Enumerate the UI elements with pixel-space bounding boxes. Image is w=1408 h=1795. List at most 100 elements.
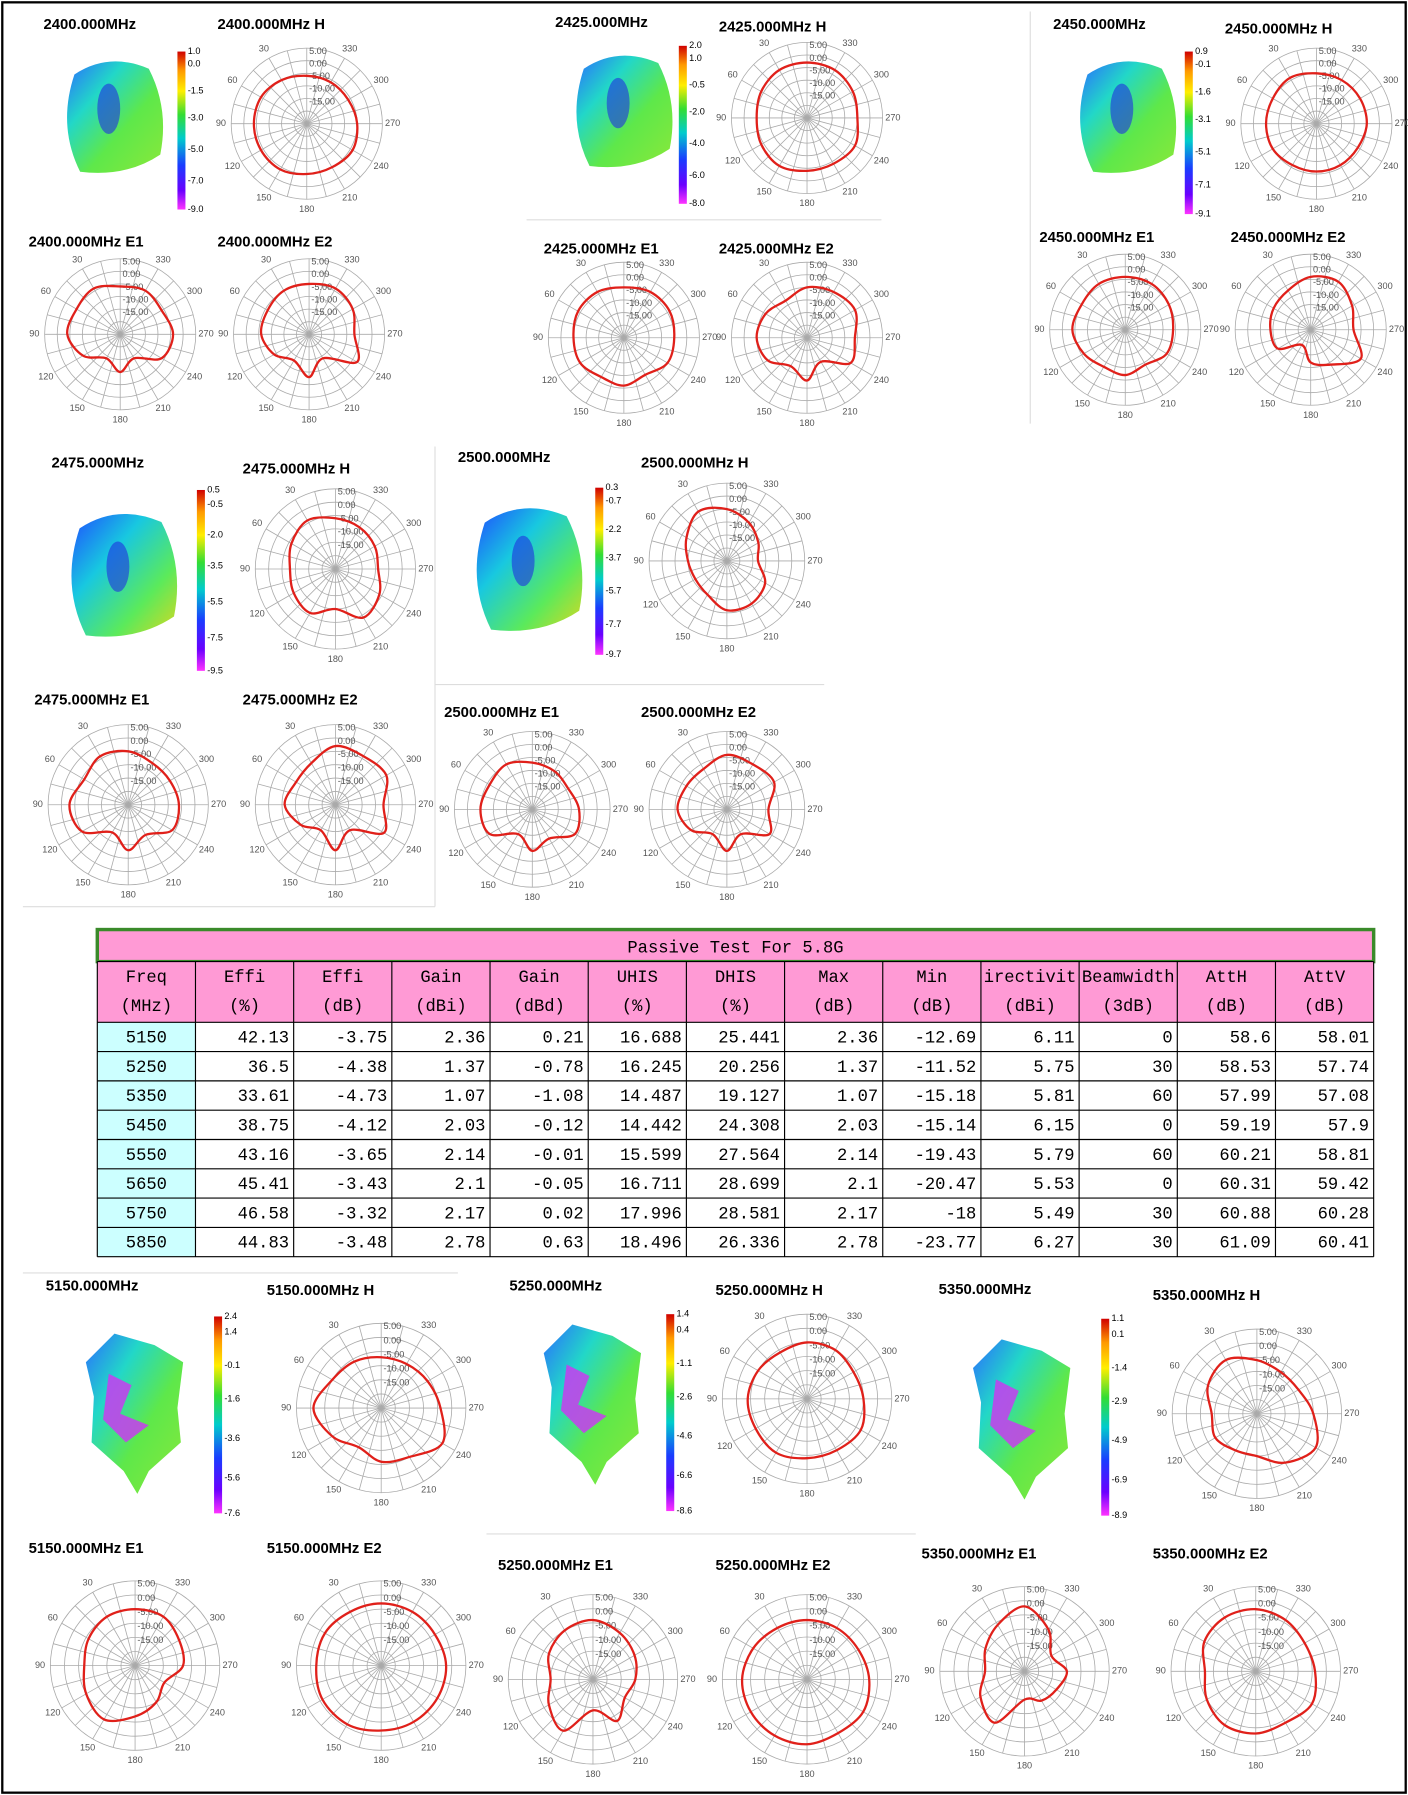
radial-label: -10.00 [729, 520, 755, 530]
polar-spoke [532, 770, 600, 810]
polar-spoke [806, 44, 827, 119]
table-cell: 33.61 [238, 1088, 289, 1107]
polar-spoke [806, 1597, 830, 1680]
polar-spoke [806, 264, 827, 338]
polar-spoke [1024, 1670, 1107, 1694]
angle-label: 30 [972, 1583, 982, 1593]
table-cell: 45.41 [238, 1176, 289, 1195]
table-cell: 42.13 [238, 1030, 289, 1049]
table-cell: 28.581 [718, 1205, 780, 1224]
polar-spoke [1087, 264, 1126, 330]
table-cell: 1.37 [837, 1059, 878, 1078]
polar-spoke [726, 493, 767, 562]
polar-spoke [592, 1679, 636, 1753]
polar-spoke [255, 334, 310, 389]
polar-spoke [651, 788, 727, 810]
table-cell: 5450 [126, 1118, 167, 1137]
pattern-curve [684, 506, 767, 612]
colorbar-label: 0.0 [188, 59, 201, 69]
angle-label: 330 [421, 1320, 436, 1330]
polar-spoke [1059, 329, 1126, 368]
polar-spoke [1310, 329, 1349, 396]
frequency-group: 2400.000MHz 1.0 0.0 -1.5 -3.0 -5.0 -7.0 -9.0 240… [29, 17, 403, 424]
polar-spoke [1071, 329, 1126, 384]
polar-spoke [54, 296, 121, 335]
pattern-curve [68, 749, 181, 852]
angle-label: 180 [525, 892, 540, 902]
polar-spoke [306, 58, 345, 124]
angle-label: 30 [1263, 250, 1273, 260]
polar-spoke [733, 98, 808, 119]
polar-spoke [806, 1316, 830, 1399]
colorbar-label: -1.6 [1195, 87, 1211, 97]
polar-spoke [784, 1398, 808, 1481]
polar-spoke [550, 1679, 594, 1753]
angle-label: 90 [634, 804, 644, 814]
angle-label: 30 [754, 1311, 764, 1321]
polar-spoke [806, 1398, 889, 1422]
radial-label: -5.00 [1313, 277, 1334, 287]
angle-label: 60 [294, 1613, 304, 1623]
angle-label: 270 [613, 804, 628, 814]
polar-spoke [253, 123, 308, 178]
radial-label: -10.00 [1258, 1627, 1284, 1637]
polar-spoke [380, 1407, 442, 1469]
table-cell: 0.63 [542, 1235, 583, 1254]
angle-label: 270 [387, 329, 402, 339]
polar-spoke [725, 1398, 808, 1422]
plot-title: 2400.000MHz H [217, 17, 324, 33]
polar-spoke [134, 1643, 218, 1666]
table-cell: 59.42 [1318, 1176, 1369, 1195]
polar-grid [648, 482, 806, 640]
angle-label: 180 [113, 415, 128, 425]
polar-spoke [335, 568, 413, 591]
polar-spoke [768, 337, 808, 404]
colorbar-label: -7.1 [1195, 179, 1211, 189]
polar-spoke [338, 1665, 382, 1740]
radial-label: -15.00 [338, 540, 364, 550]
column-header: Gain [519, 969, 560, 988]
table-cell: -4.73 [336, 1088, 387, 1107]
polar-spoke [335, 568, 405, 610]
polar-spoke [570, 1597, 594, 1680]
frequency-group: 2450.000MHz 0.9 -0.1 -1.6 -3.1 -5.1 -7.1 -9.1 24… [1034, 17, 1408, 420]
angle-label: 60 [227, 75, 237, 85]
radial-label: 5.00 [729, 481, 747, 491]
polar-spoke [1296, 123, 1317, 197]
angle-label: 330 [344, 254, 359, 264]
radial-label: 0.00 [809, 1607, 827, 1617]
polar-spoke [753, 117, 808, 172]
polar-spoke [623, 337, 697, 358]
pattern-curve [479, 760, 581, 853]
angle-label: 30 [540, 1591, 550, 1601]
polar-spoke [255, 280, 310, 335]
angle-label: 240 [374, 161, 389, 171]
polar-spoke [570, 284, 625, 339]
radial-label: -10.00 [809, 298, 835, 308]
table-cell: 15.599 [620, 1147, 682, 1166]
polar-spoke [1002, 1589, 1025, 1672]
polar-spoke [1256, 1413, 1280, 1496]
polar-spoke [1262, 69, 1317, 124]
polar-spoke [726, 560, 803, 582]
radial-label: 5.00 [595, 1592, 613, 1602]
polar-spoke [1272, 264, 1312, 330]
angle-label: 240 [456, 1708, 471, 1718]
angle-label: 330 [842, 258, 857, 268]
table-cell: -23.77 [915, 1235, 977, 1254]
polar-spoke [726, 770, 795, 810]
frequency-group: 5150.000MHz 2.4 1.4 -0.1 -1.6 -3.6 -5.6 -7.6 515… [29, 1279, 484, 1765]
angle-label: 30 [483, 727, 493, 737]
pattern-curve [746, 1341, 866, 1460]
radial-label: -15.00 [1128, 302, 1154, 312]
angle-label: 30 [1077, 250, 1087, 260]
angle-label: 240 [668, 1721, 683, 1731]
radial-label: -15.00 [1258, 1641, 1284, 1651]
polar-spoke [1316, 85, 1383, 125]
polar-spoke [592, 1597, 616, 1680]
angle-label: 210 [166, 878, 181, 888]
radial-label: -5.00 [311, 282, 332, 292]
colorbar-label: -0.1 [1195, 59, 1211, 69]
angle-label: 240 [1383, 161, 1398, 171]
polar-spoke [592, 1636, 667, 1680]
